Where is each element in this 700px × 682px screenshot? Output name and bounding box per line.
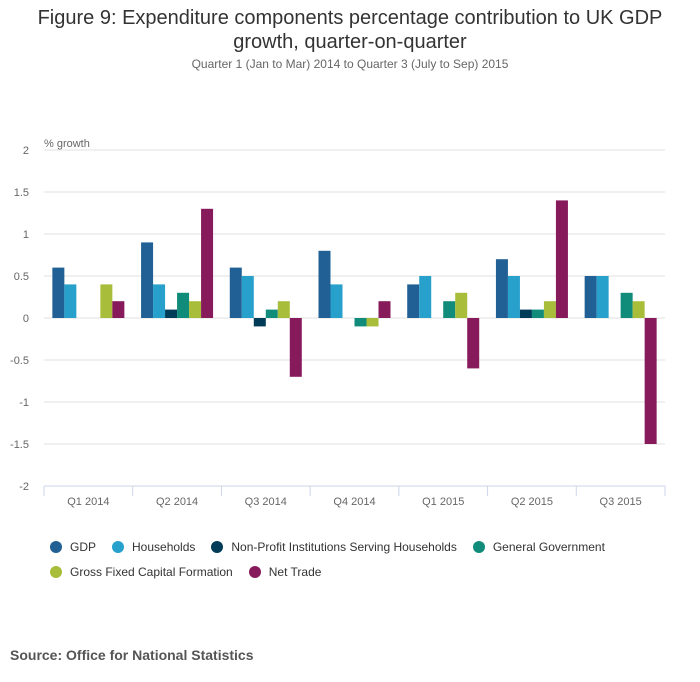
bar-net-trade-q2-2014 [201, 208, 214, 318]
bar-gdp-q1-2015 [407, 284, 420, 318]
bar-gross-fixed-capital-formation-q3-2014 [277, 301, 290, 318]
bar-non-profit-institutions-serving-households-q2-2015 [519, 309, 532, 318]
bar-chart: 2 1.5 1 0.5 0 -0.5 -1 -1.5 -2 % growth Q1 2014 Q2… [10, 138, 666, 508]
bar-net-trade-q2-2015 [555, 200, 568, 318]
bar-households-q2-2015 [507, 276, 520, 318]
bar-net-trade-q3-2014 [289, 318, 302, 377]
bar-general-government-q3-2015 [620, 292, 633, 318]
bar-gross-fixed-capital-formation-q2-2014 [189, 301, 202, 318]
legend-swatch-icon [50, 541, 62, 553]
bar-general-government-q1-2015 [443, 301, 456, 318]
legend-item[interactable]: Gross Fixed Capital Formation [50, 565, 233, 579]
bar-gdp-q2-2015 [495, 259, 508, 318]
bar-households-q3-2014 [241, 276, 254, 318]
bar-gross-fixed-capital-formation-q3-2015 [632, 301, 645, 318]
legend-item[interactable]: Households [112, 540, 195, 554]
bar-gdp-q3-2015 [584, 276, 597, 318]
bar-households-q4-2014 [330, 284, 343, 318]
legend-label: Net Trade [268, 565, 322, 579]
legend-swatch-icon [248, 566, 261, 578]
bar-non-profit-institutions-serving-households-q3-2014 [253, 318, 266, 327]
bar-net-trade-q1-2014 [112, 301, 125, 318]
bar-general-government-q2-2014 [177, 292, 190, 318]
y-tick-label: 0 [23, 313, 29, 325]
bar-households-q1-2015 [419, 276, 432, 318]
bar-general-government-q4-2014 [354, 318, 367, 327]
y-axis-ticks: 2 1.5 1 0.5 0 -0.5 -1 -1.5 -2 [10, 145, 29, 493]
chart-title: Figure 9: Expenditure components percent… [0, 6, 700, 54]
legend-label: Households [132, 540, 196, 554]
legend-item[interactable]: Non-Profit Institutions Serving Househol… [211, 540, 457, 554]
bar-gross-fixed-capital-formation-q4-2014 [366, 318, 379, 327]
x-tick-label: Q2 2014 [156, 496, 198, 508]
legend-label: Gross Fixed Capital Formation [70, 565, 233, 579]
y-axis-label: % growth [44, 138, 90, 150]
y-tick-label: 0.5 [14, 271, 29, 283]
chart-title-line-1: Figure 9: Expenditure components percent… [37, 7, 663, 29]
legend-label: General Government [492, 540, 605, 554]
bars [52, 200, 657, 444]
x-axis: Q1 2014 Q2 2014 Q3 2014 Q4 2014 Q1 2015 Q2 20… [43, 485, 666, 508]
bar-gross-fixed-capital-formation-q2-2015 [543, 301, 556, 318]
x-tick-label: Q4 2014 [333, 496, 375, 508]
chart-subtitle: Quarter 1 (Jan to Mar) 2014 to Quarter 3… [191, 57, 509, 71]
legend-swatch-icon [211, 541, 224, 553]
bar-gdp-q1-2014 [52, 267, 65, 318]
bar-general-government-q3-2014 [265, 309, 278, 318]
x-tick-label: Q3 2015 [600, 496, 642, 508]
source-note: Source: Office for National Statistics [10, 647, 254, 663]
bar-net-trade-q4-2014 [378, 301, 391, 318]
y-tick-label: -1 [19, 397, 29, 409]
legend-swatch-icon [112, 541, 125, 553]
bar-gross-fixed-capital-formation-q1-2015 [455, 292, 468, 318]
bar-households-q3-2015 [596, 276, 609, 318]
y-tick-label: -2 [19, 481, 29, 493]
bar-net-trade-q3-2015 [644, 318, 657, 444]
legend-swatch-icon [50, 566, 62, 578]
legend-swatch-icon [472, 541, 485, 553]
bar-gdp-q4-2014 [318, 250, 331, 318]
bar-gross-fixed-capital-formation-q1-2014 [100, 284, 113, 318]
legend: GDP Households Non-Profit Institutions Ser… [50, 540, 670, 590]
y-tick-label: -0.5 [10, 355, 29, 367]
bar-households-q1-2014 [64, 284, 77, 318]
y-tick-label: 2 [23, 145, 29, 157]
bar-general-government-q2-2015 [531, 309, 544, 318]
legend-label: GDP [70, 540, 97, 554]
bar-net-trade-q1-2015 [467, 318, 480, 369]
x-tick-label: Q1 2015 [422, 496, 464, 508]
x-tick-label: Q2 2015 [511, 496, 553, 508]
chart-title-line-2: growth, quarter-on-quarter [233, 31, 467, 53]
legend-label: Non-Profit Institutions Serving Househol… [231, 540, 457, 554]
legend-item[interactable]: Net Trade [248, 565, 322, 579]
gridlines [44, 149, 665, 445]
bar-households-q2-2014 [153, 284, 166, 318]
bar-gdp-q2-2014 [141, 242, 154, 318]
y-tick-label: -1.5 [10, 439, 29, 451]
y-tick-label: 1.5 [14, 187, 29, 199]
legend-item[interactable]: GDP [50, 540, 96, 554]
x-tick-label: Q1 2014 [67, 496, 109, 508]
x-tick-label: Q3 2014 [245, 496, 287, 508]
y-tick-label: 1 [23, 229, 29, 241]
legend-item[interactable]: General Government [472, 540, 605, 554]
bar-gdp-q3-2014 [229, 267, 242, 318]
bar-non-profit-institutions-serving-households-q2-2014 [165, 309, 178, 318]
